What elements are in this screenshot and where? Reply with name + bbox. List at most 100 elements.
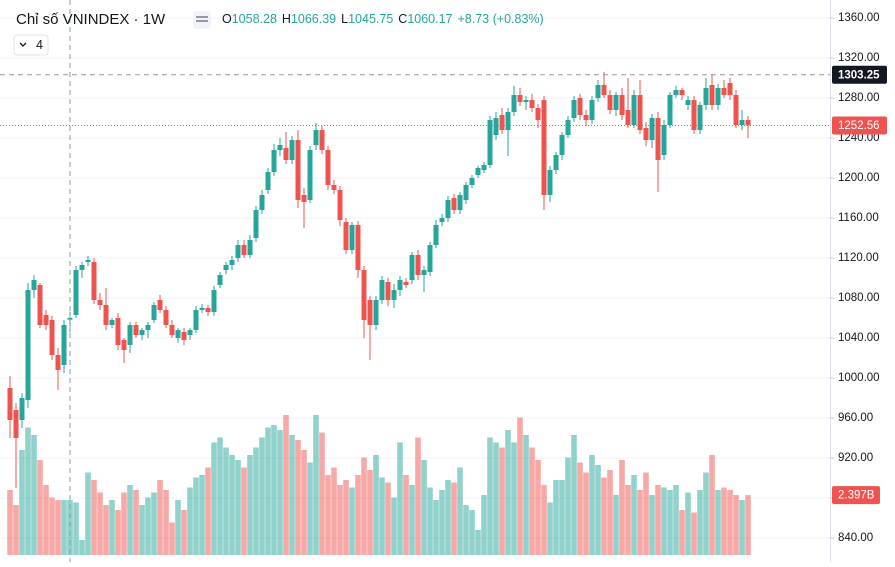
candle-body: [205, 308, 211, 312]
volume-bar: [403, 475, 409, 555]
candle-body: [709, 85, 715, 105]
volume-bar: [565, 457, 571, 555]
volume-bar: [631, 475, 637, 555]
candle-body: [379, 280, 385, 300]
candle-body: [505, 112, 511, 130]
candle-body: [55, 355, 61, 370]
volume-bar: [277, 430, 283, 555]
volume-bar: [595, 465, 601, 555]
volume-bar: [259, 437, 265, 555]
candle-body: [13, 410, 19, 438]
candle-body: [685, 100, 691, 105]
candle-body: [559, 135, 565, 155]
candle-body: [421, 270, 427, 275]
candle-body: [583, 115, 589, 120]
volume-pane: [7, 415, 751, 555]
volume-bar: [193, 477, 199, 555]
volume-bar: [37, 460, 43, 555]
volume-bar: [301, 450, 307, 555]
volume-bar: [649, 495, 655, 555]
candle-body: [523, 100, 529, 102]
volume-bar: [601, 477, 607, 555]
volume-bar: [487, 437, 493, 555]
volume-bar: [175, 500, 181, 555]
candle-body: [319, 130, 325, 150]
volume-bar: [505, 430, 511, 555]
candle-body: [49, 320, 55, 355]
candle-body: [469, 178, 475, 185]
volume-bar: [241, 467, 247, 555]
volume-bar: [523, 435, 529, 555]
volume-bar: [151, 492, 157, 555]
volume-bar: [313, 415, 319, 555]
y-tick-label: 1280.00: [838, 92, 880, 104]
candle-body: [499, 115, 505, 130]
y-tick-label: 1320.00: [838, 52, 880, 64]
volume-bar: [589, 455, 595, 555]
y-tick-label: 1360.00: [838, 12, 880, 24]
candle-body: [109, 320, 115, 325]
crosshair-price-label: 1303.25: [838, 69, 880, 81]
candle-body: [397, 280, 403, 290]
legend-item: +8.73 (+0.83%): [458, 12, 544, 26]
volume-bar: [643, 472, 649, 555]
volume-bar: [691, 512, 697, 555]
candle-body: [73, 270, 79, 315]
candle-body: [61, 325, 67, 365]
volume-bar: [199, 475, 205, 555]
volume-bar: [13, 505, 19, 555]
volume-bar: [439, 490, 445, 555]
volume-bar: [427, 487, 433, 555]
candle-body: [31, 280, 37, 290]
volume-bar: [661, 487, 667, 555]
volume-bar: [169, 522, 175, 555]
legend-item: C: [398, 12, 407, 26]
candle-body: [571, 100, 577, 118]
candle-body: [97, 300, 103, 305]
legend-item: 1058.28: [232, 12, 277, 26]
volume-bar: [415, 437, 421, 555]
candle-body: [547, 170, 553, 195]
candle-body: [361, 270, 367, 320]
y-tick-label: 1080.00: [838, 292, 880, 304]
volume-bar: [571, 435, 577, 555]
volume-bar: [49, 497, 55, 555]
volume-bar: [559, 480, 565, 555]
candle-body: [409, 255, 415, 280]
volume-bar: [715, 490, 721, 555]
candle-body: [289, 140, 295, 160]
candle-body: [265, 172, 271, 190]
volume-bar: [121, 492, 127, 555]
toggle-box: [13, 34, 49, 56]
candle-body: [121, 340, 127, 350]
candle-body: [343, 222, 349, 250]
candle-body: [625, 110, 631, 125]
candle-body: [703, 88, 709, 105]
volume-bar: [211, 442, 217, 555]
volume-bar: [511, 442, 517, 555]
candle-body: [133, 325, 139, 335]
volume-label: 2.397B: [838, 490, 875, 502]
candle-body: [19, 398, 25, 420]
eye-icon[interactable]: [193, 11, 211, 29]
candle-body: [541, 100, 547, 195]
volume-bar: [79, 540, 85, 555]
candle-body: [679, 90, 685, 95]
candle-body: [139, 330, 145, 335]
indicator-toggle[interactable]: 4: [13, 34, 49, 56]
legend-item: 1045.75: [348, 12, 393, 26]
candle-body: [217, 275, 223, 285]
candle-body: [223, 265, 229, 270]
candle-body: [643, 128, 649, 140]
volume-bar: [325, 475, 331, 555]
candle-body: [187, 330, 193, 335]
candle-body: [193, 310, 199, 330]
candle-body: [181, 332, 187, 340]
volume-bar: [319, 432, 325, 555]
volume-bar: [535, 460, 541, 555]
candle-body: [529, 100, 535, 108]
candle-body: [691, 100, 697, 130]
volume-bar: [91, 480, 97, 555]
header: Chỉ số VNINDEX · 1W O1058.28 H1066.39 L104…: [13, 11, 544, 56]
volume-bar: [733, 495, 739, 555]
